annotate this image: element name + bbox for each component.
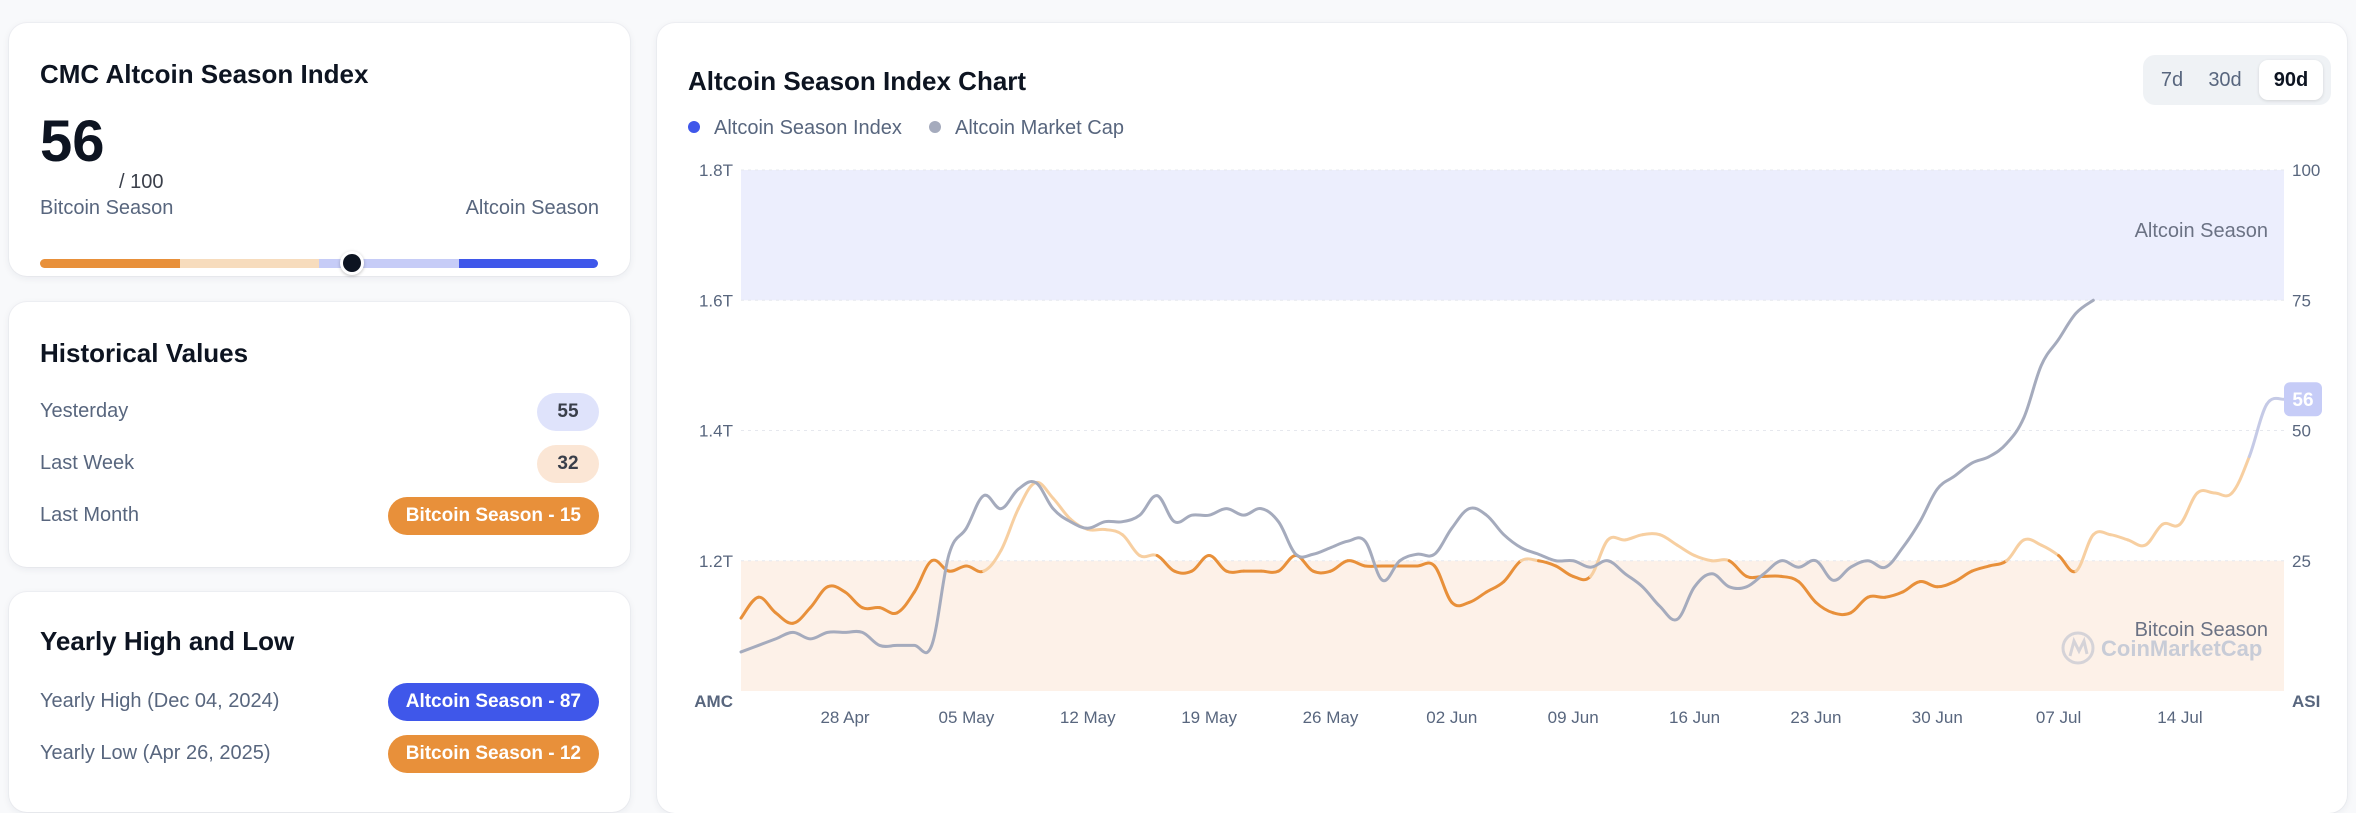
series-altcoin-season-index — [2215, 493, 2232, 496]
series-altcoin-season-index — [1677, 545, 1694, 555]
series-altcoin-season-index — [862, 607, 879, 608]
altcoin-season-zone — [741, 170, 2284, 300]
y-right-tick-label: 50 — [2292, 422, 2311, 441]
series-altcoin-season-index — [2163, 523, 2180, 526]
x-tick-label: 26 May — [1303, 708, 1359, 727]
series-altcoin-season-index — [2041, 545, 2058, 555]
watermark-text: CoinMarketCap — [2101, 636, 2262, 661]
yearly-high-value: Altcoin Season - 87 — [388, 683, 599, 721]
series-altcoin-season-index — [1868, 596, 1885, 597]
series-altcoin-season-index — [1625, 535, 1642, 540]
historical-values-card: Historical Values Yesterday 55 Last Week… — [9, 302, 630, 567]
series-altcoin-season-index — [1001, 509, 1018, 551]
index-score: 56 — [40, 113, 105, 171]
series-altcoin-season-index — [1313, 571, 1330, 573]
x-tick-label: 09 Jun — [1548, 708, 1599, 727]
y-left-tick-label: 1.4T — [699, 422, 733, 441]
zone-label-altcoin: Altcoin Season — [2135, 220, 2268, 242]
y-right-tick-label: 100 — [2292, 161, 2320, 180]
series-altcoin-season-index — [1226, 571, 1243, 572]
bitcoin-season-zone — [741, 561, 2284, 691]
y-left-tick-label: 1.8T — [699, 161, 733, 180]
y-right-tick-label: 25 — [2292, 552, 2311, 571]
yearly-high-text: Yearly High — [40, 690, 142, 712]
series-altcoin-season-index — [2024, 539, 2041, 545]
gauge-right-label: Altcoin Season — [466, 197, 599, 220]
series-altcoin-season-index — [2111, 535, 2128, 540]
series-altcoin-season-index — [1140, 555, 1157, 557]
history-label-last-week: Last Week — [40, 452, 134, 475]
series-altcoin-season-index — [2145, 524, 2162, 545]
series-altcoin-season-index — [2249, 404, 2266, 456]
y-left-tick-label: 1.6T — [699, 291, 733, 310]
x-tick-label: 19 May — [1181, 708, 1237, 727]
yearly-low-text: Yearly Low — [40, 742, 137, 764]
yearly-high-label: Yearly High (Dec 04, 2024) — [40, 690, 279, 713]
gauge-left-label: Bitcoin Season — [40, 197, 173, 220]
right-axis-tag: ASI — [2292, 692, 2320, 711]
index-card-title: CMC Altcoin Season Index — [40, 59, 368, 90]
series-altcoin-season-index — [2007, 540, 2024, 561]
series-altcoin-season-index — [2267, 398, 2284, 404]
x-tick-label: 12 May — [1060, 708, 1116, 727]
index-chart-card: Altcoin Season Index Chart Altcoin Seaso… — [657, 23, 2347, 813]
series-altcoin-season-index — [1643, 534, 1660, 535]
series-altcoin-season-index — [2232, 457, 2249, 493]
history-value-last-week: 32 — [537, 445, 599, 483]
yearly-high-low-card: Yearly High and Low Yearly High (Dec 04,… — [9, 592, 630, 812]
yearly-high-date: (Dec 04, 2024) — [147, 690, 279, 712]
yearly-low-date: (Apr 26, 2025) — [143, 742, 271, 764]
history-value-last-month: Bitcoin Season - 15 — [388, 497, 599, 535]
series-altcoin-season-index — [1608, 537, 1625, 540]
historical-title: Historical Values — [40, 338, 248, 369]
x-tick-label: 02 Jun — [1426, 708, 1477, 727]
yearly-low-label: Yearly Low (Apr 26, 2025) — [40, 742, 271, 765]
series-altcoin-season-index — [2093, 532, 2110, 535]
series-altcoin-season-index — [1105, 529, 1122, 534]
x-tick-label: 07 Jul — [2036, 708, 2081, 727]
y-left-tick-label: 1.2T — [699, 552, 733, 571]
series-altcoin-season-index — [1695, 556, 1712, 561]
history-label-last-month: Last Month — [40, 504, 139, 527]
gauge-knob — [340, 251, 364, 275]
left-axis-tag: AMC — [694, 692, 733, 711]
series-altcoin-season-index — [2197, 491, 2214, 494]
series-altcoin-season-index — [1712, 560, 1729, 561]
x-tick-label: 14 Jul — [2157, 708, 2202, 727]
x-tick-label: 30 Jun — [1912, 708, 1963, 727]
history-value-yesterday: 55 — [537, 393, 599, 431]
x-tick-label: 16 Jun — [1669, 708, 1720, 727]
series-altcoin-season-index — [1088, 529, 1105, 530]
y-right-tick-label: 75 — [2292, 291, 2311, 310]
series-altcoin-season-index — [1261, 571, 1278, 572]
series-altcoin-season-index — [1521, 559, 1538, 561]
series-altcoin-season-index — [1660, 535, 1677, 545]
current-value-badge-text: 56 — [2292, 390, 2313, 411]
x-tick-label: 28 Apr — [820, 708, 869, 727]
gauge-segment-0 — [40, 259, 180, 268]
season-gauge — [40, 259, 598, 268]
series-altcoin-season-index — [1122, 535, 1139, 556]
yearly-title: Yearly High and Low — [40, 626, 294, 657]
yearly-low-value: Bitcoin Season - 12 — [388, 735, 599, 773]
x-tick-label: 05 May — [939, 708, 995, 727]
x-tick-label: 23 Jun — [1790, 708, 1841, 727]
history-label-yesterday: Yesterday — [40, 400, 128, 423]
altcoin-index-card: CMC Altcoin Season Index 56 / 100 Bitcoi… — [9, 23, 630, 276]
gauge-segment-3 — [459, 259, 599, 268]
gauge-segment-1 — [180, 259, 320, 268]
series-altcoin-season-index — [2128, 540, 2145, 546]
index-score-max: / 100 — [119, 171, 163, 194]
series-altcoin-season-index — [2180, 493, 2197, 524]
series-altcoin-season-index — [1833, 613, 1850, 615]
